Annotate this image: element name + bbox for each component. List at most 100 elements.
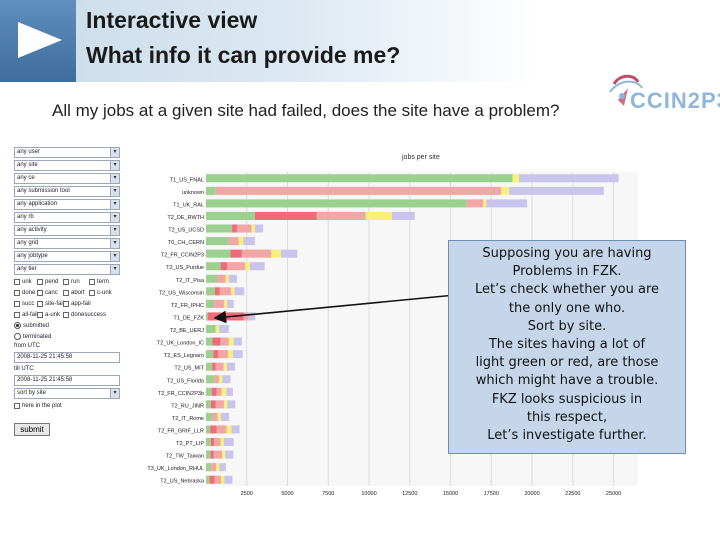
filter-select[interactable]: any user ▾ [14, 147, 120, 158]
sort-select-value: sort by site [17, 390, 47, 396]
bar-segment [518, 174, 619, 183]
filter-select[interactable]: any application ▾ [14, 199, 120, 210]
checkbox-box[interactable] [63, 290, 69, 296]
bar-segment [206, 387, 212, 396]
status-checkbox[interactable]: succ [14, 299, 37, 309]
status-checkbox-label: all-fail [22, 312, 38, 318]
question-text: All my jobs at a given site had failed, … [52, 101, 560, 120]
bar-segment [251, 224, 255, 233]
checkbox-box[interactable] [63, 312, 69, 318]
filter-select[interactable]: any grid ▾ [14, 238, 120, 249]
bar-segment [206, 287, 215, 296]
bar-segment [230, 249, 242, 258]
radio-terminated[interactable]: terminated [14, 331, 120, 342]
bar-segment [223, 438, 234, 447]
status-checkbox[interactable]: c-unk [89, 288, 115, 298]
bar-segment [228, 274, 237, 283]
status-checkbox-row: succ site-fail app-fail [14, 299, 120, 309]
checkbox-box[interactable] [63, 301, 69, 307]
bar-segment [225, 274, 229, 283]
status-checkbox[interactable]: canc [37, 288, 63, 298]
bar-segment [233, 337, 242, 346]
bar-segment [206, 400, 211, 409]
status-checkbox[interactable]: run [63, 277, 89, 287]
status-checkbox[interactable]: done [14, 288, 37, 298]
status-checkbox[interactable]: app-fail [63, 299, 91, 309]
filter-select-value: any jobtype [17, 253, 48, 259]
category-label: T2_IT_Pisa [176, 278, 205, 284]
radio-label: terminated [23, 333, 52, 340]
bar-segment [280, 249, 298, 258]
status-checkbox[interactable]: unk [14, 277, 37, 287]
bar-segment [222, 375, 231, 384]
status-checkbox-label: run [71, 279, 80, 285]
filter-select[interactable]: any site ▾ [14, 160, 120, 171]
checkbox-box[interactable] [89, 279, 95, 285]
status-checkbox-label: done [22, 290, 36, 296]
checkbox-box[interactable] [14, 312, 20, 318]
help-checkbox-row[interactable]: here in the plot [14, 401, 120, 411]
bar-segment [224, 475, 233, 484]
radio-submitted[interactable]: submitted [14, 320, 120, 331]
filter-select-value: any grid [17, 240, 39, 246]
status-checkbox[interactable]: all-fail [14, 310, 38, 320]
bar-segment [271, 249, 281, 258]
status-checkbox[interactable]: a-unk [37, 310, 63, 320]
filter-select[interactable]: any jobtype ▾ [14, 251, 120, 262]
bar-segment [206, 249, 231, 258]
radio-button[interactable] [14, 333, 21, 340]
bar-segment [206, 463, 212, 472]
filter-select[interactable]: any rb ▾ [14, 212, 120, 223]
from-date-input[interactable]: 2008-11-25 21:45:58 [14, 352, 120, 363]
checkbox-box[interactable] [37, 290, 43, 296]
checkbox-box[interactable] [14, 279, 20, 285]
status-checkbox-label: a-unk [45, 312, 61, 318]
category-label: T3_UK_London_RHUL [147, 466, 204, 472]
category-label: T2_FR_CCIN2P3 [161, 253, 204, 259]
filter-select[interactable]: any ce ▾ [14, 173, 120, 184]
checkbox-box[interactable] [37, 312, 43, 318]
bar-segment [391, 211, 415, 220]
callout-line: this respect, [526, 409, 608, 425]
filter-select[interactable]: any tier ▾ [14, 264, 120, 275]
status-checkbox[interactable]: abort [63, 288, 89, 298]
bar-segment [238, 237, 244, 246]
submit-button[interactable]: submit [14, 423, 50, 436]
status-checkbox[interactable]: donesuccess [63, 310, 106, 320]
sort-select[interactable]: sort by site ▾ [14, 388, 120, 399]
bar-segment [215, 324, 220, 334]
callout-line: which might have a trouble. [475, 373, 659, 389]
checkbox-box[interactable] [63, 279, 69, 285]
help-checkbox[interactable] [14, 403, 20, 409]
filter-select[interactable]: any activity ▾ [14, 225, 120, 236]
bar-segment [483, 199, 487, 208]
to-date-input[interactable]: 2008-11-25 21:45:58 [14, 375, 120, 386]
checkbox-box[interactable] [37, 301, 43, 307]
filter-select[interactable]: any submission tool ▾ [14, 186, 120, 197]
checkbox-box[interactable] [14, 301, 20, 307]
bar-segment [219, 287, 232, 296]
bar-segment [212, 337, 221, 346]
category-label: T2_DE_RWTH [167, 215, 204, 221]
chevron-down-icon: ▾ [110, 389, 119, 398]
category-label: T2_BE_UERJ [170, 328, 204, 334]
status-checkbox[interactable]: term [89, 277, 115, 287]
bar-segment [218, 350, 229, 359]
slide-header: Interactive view What info it can provid… [0, 0, 720, 82]
radio-button[interactable] [14, 322, 21, 329]
bar-segment [206, 350, 214, 359]
bar-segment [221, 450, 226, 459]
bar-segment [225, 450, 234, 459]
checkbox-box[interactable] [89, 290, 95, 296]
status-checkbox[interactable]: pend [37, 277, 63, 287]
checkbox-box[interactable] [37, 279, 43, 285]
bar-segment [217, 412, 221, 421]
status-checkbox-label: site-fail [45, 301, 65, 307]
bar-segment [236, 224, 252, 233]
status-checkbox[interactable]: site-fail [37, 299, 65, 309]
bar-segment [219, 463, 226, 472]
bar-segment [231, 287, 235, 296]
status-checkbox-label: abort [71, 290, 85, 296]
checkbox-box[interactable] [14, 290, 20, 296]
bar-segment [217, 274, 226, 283]
